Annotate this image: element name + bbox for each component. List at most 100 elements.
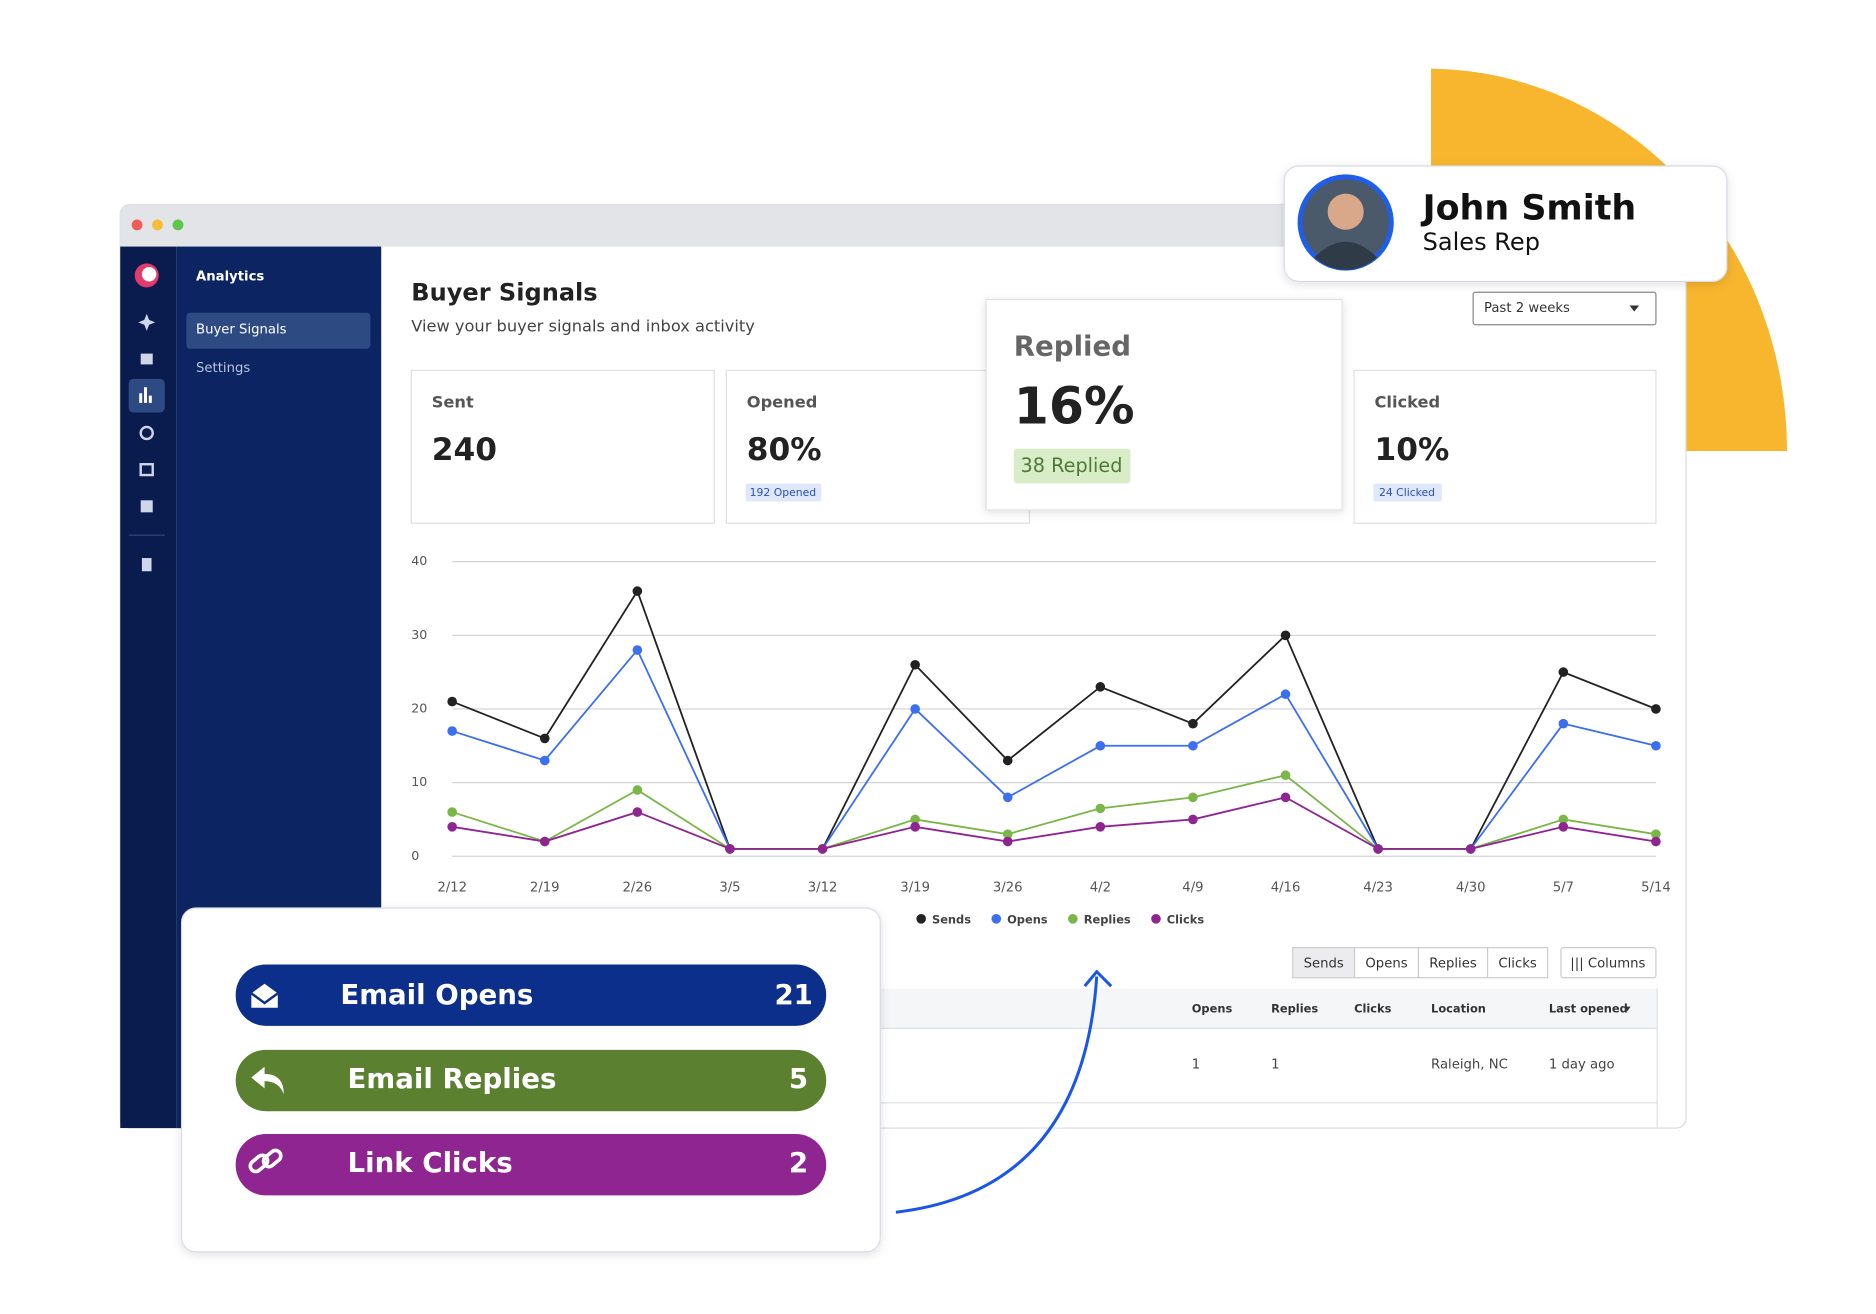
nav-icon[interactable]	[138, 313, 156, 331]
nav-icon[interactable]	[140, 500, 153, 513]
data-point	[1188, 792, 1198, 803]
summary-label: Email Opens	[340, 978, 533, 1011]
x-tick-label: 4/16	[1271, 881, 1301, 896]
data-point	[447, 807, 457, 817]
stat-label: Opened	[747, 392, 818, 411]
nav-title: Analytics	[196, 270, 264, 285]
y-tick-label: 20	[411, 700, 427, 715]
legend-item[interactable]: Clicks	[1151, 913, 1204, 927]
data-point	[725, 844, 735, 854]
x-tick-label: 2/12	[437, 881, 467, 896]
data-point	[1002, 792, 1013, 803]
legend-label: Clicks	[1167, 913, 1205, 927]
data-point	[1651, 740, 1661, 751]
stat-label: Replied	[1014, 330, 1131, 363]
tab[interactable]	[1417, 947, 1489, 979]
nav-icon[interactable]	[139, 463, 154, 477]
legend-item[interactable]: Sends	[916, 913, 971, 927]
data-point	[1095, 740, 1106, 751]
avatar-face	[1327, 193, 1364, 230]
legend-swatch	[991, 913, 1002, 924]
data-point	[1465, 844, 1476, 854]
columns-label: ||| Columns	[1570, 956, 1645, 971]
profile-role: Sales Rep	[1423, 228, 1540, 256]
stat-badge	[745, 483, 822, 502]
stat-value: 80%	[747, 432, 822, 468]
data-point	[910, 659, 920, 670]
range-dropdown[interactable]	[1472, 291, 1657, 326]
x-tick-label: 4/23	[1363, 881, 1393, 896]
data-point	[1188, 740, 1198, 751]
data-point	[1002, 829, 1013, 839]
stat-badge	[1013, 448, 1131, 484]
columns-button[interactable]	[1560, 947, 1657, 979]
x-tick-label: 2/19	[530, 881, 560, 896]
stat-value: 10%	[1375, 432, 1450, 468]
tab-label: Opens	[1365, 956, 1407, 971]
nav-icon[interactable]	[141, 558, 152, 572]
legend-item[interactable]: Replies	[1068, 913, 1131, 927]
data-point	[1651, 829, 1661, 839]
y-tick-label: 30	[411, 627, 427, 642]
data-point	[1095, 803, 1106, 814]
y-tick-label: 10	[411, 774, 427, 789]
data-point	[539, 755, 550, 766]
nav-item[interactable]: Buyer Signals	[196, 323, 287, 338]
stat-value: 16%	[1014, 377, 1135, 436]
x-tick-label: 4/2	[1090, 881, 1111, 896]
x-tick-label: 3/26	[993, 881, 1023, 896]
data-point	[632, 785, 643, 795]
tab[interactable]	[1486, 947, 1549, 979]
column-header[interactable]: Opens	[1192, 1001, 1233, 1015]
data-point	[1095, 682, 1106, 692]
data-point	[1558, 821, 1569, 832]
legend-item[interactable]: Opens	[991, 913, 1048, 927]
data-point	[447, 696, 457, 707]
nav-icon[interactable]	[140, 353, 153, 365]
column-header[interactable]: Replies	[1271, 1001, 1318, 1015]
y-tick-label: 40	[411, 553, 427, 568]
x-tick-label: 3/12	[808, 881, 838, 896]
close-dot[interactable]	[131, 219, 143, 231]
nav-icon[interactable]	[139, 425, 154, 441]
stat-label: Sent	[432, 392, 474, 411]
column-header[interactable]: Clicks	[1354, 1001, 1392, 1015]
line-chart: 0 10 20 30 40 2/12 2/19 2/26 3/5 3/12 3/19 3/26 4/2 4…	[411, 553, 1670, 926]
stat-label: Clicked	[1375, 392, 1441, 411]
x-tick-label: 4/30	[1456, 881, 1486, 896]
data-point	[1280, 689, 1291, 700]
tab[interactable]	[1292, 947, 1356, 979]
sort-caret	[1623, 1006, 1631, 1012]
legend-label: Opens	[1007, 913, 1048, 927]
data-point	[1558, 814, 1569, 825]
link-icon	[248, 1148, 283, 1174]
minimize-dot[interactable]	[152, 219, 163, 231]
summary-card: Email Opens 21 Email Replies 5 Link Clic…	[180, 907, 881, 1253]
column-header[interactable]: Location	[1431, 1001, 1486, 1015]
nav-item-active[interactable]	[186, 312, 371, 349]
data-point	[447, 726, 457, 736]
data-point	[1002, 755, 1013, 766]
data-point	[632, 586, 643, 596]
table-cell: 1 day ago	[1549, 1057, 1615, 1072]
data-point	[1280, 630, 1291, 641]
avatar-body	[1314, 241, 1377, 270]
column-header[interactable]: Last opened	[1549, 1001, 1628, 1015]
nav-item[interactable]: Settings	[196, 361, 250, 376]
zoom-dot[interactable]	[172, 219, 184, 231]
data-point	[910, 821, 920, 832]
data-point	[1373, 844, 1383, 854]
summary-label: Email Replies	[348, 1062, 557, 1095]
tab-label: Clicks	[1498, 956, 1536, 971]
icon-rail	[120, 246, 177, 1129]
data-point	[632, 807, 643, 817]
envelope-icon	[251, 983, 278, 1008]
data-point	[1558, 667, 1569, 677]
data-point	[910, 814, 920, 825]
stat-note: 192 Opened	[750, 486, 816, 499]
data-point	[817, 844, 828, 854]
x-tick-label: 2/26	[623, 881, 653, 896]
table-cell: Raleigh, NC	[1431, 1057, 1508, 1072]
